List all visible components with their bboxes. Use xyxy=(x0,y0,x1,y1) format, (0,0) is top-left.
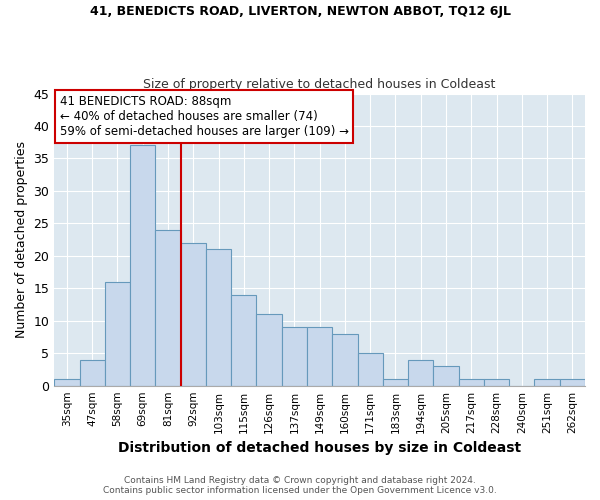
Bar xyxy=(231,295,256,386)
Bar xyxy=(105,282,130,386)
Bar xyxy=(54,379,80,386)
Bar xyxy=(256,314,282,386)
Bar xyxy=(535,379,560,386)
Text: 41 BENEDICTS ROAD: 88sqm
← 40% of detached houses are smaller (74)
59% of semi-d: 41 BENEDICTS ROAD: 88sqm ← 40% of detach… xyxy=(59,95,349,138)
Title: Size of property relative to detached houses in Coldeast: Size of property relative to detached ho… xyxy=(143,78,496,91)
Bar xyxy=(408,360,433,386)
Bar xyxy=(560,379,585,386)
Bar xyxy=(307,328,332,386)
Bar xyxy=(484,379,509,386)
Bar xyxy=(181,243,206,386)
Bar xyxy=(332,334,358,386)
Bar xyxy=(206,250,231,386)
Bar xyxy=(130,146,155,386)
Bar xyxy=(433,366,458,386)
Text: Contains HM Land Registry data © Crown copyright and database right 2024.
Contai: Contains HM Land Registry data © Crown c… xyxy=(103,476,497,495)
Bar xyxy=(383,379,408,386)
Y-axis label: Number of detached properties: Number of detached properties xyxy=(15,141,28,338)
Bar xyxy=(358,353,383,386)
Bar xyxy=(282,328,307,386)
Bar xyxy=(155,230,181,386)
Bar xyxy=(80,360,105,386)
Bar xyxy=(458,379,484,386)
X-axis label: Distribution of detached houses by size in Coldeast: Distribution of detached houses by size … xyxy=(118,441,521,455)
Text: 41, BENEDICTS ROAD, LIVERTON, NEWTON ABBOT, TQ12 6JL: 41, BENEDICTS ROAD, LIVERTON, NEWTON ABB… xyxy=(89,5,511,18)
